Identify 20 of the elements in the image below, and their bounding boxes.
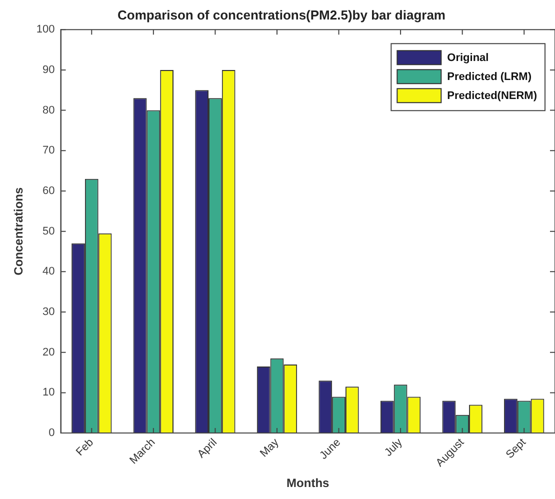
legend-label: Predicted(NERM) xyxy=(447,90,538,102)
x-axis-title: Months xyxy=(286,476,330,490)
y-tick-label: 30 xyxy=(42,306,55,318)
y-tick-label: 80 xyxy=(42,104,55,116)
chart-title: Comparison of concentrations(PM2.5)by bar diagram xyxy=(118,7,446,22)
y-tick-label: 40 xyxy=(42,266,55,278)
y-axis-title: Concentrations xyxy=(12,187,26,276)
y-tick-label: 70 xyxy=(42,144,55,157)
y-tick-label: 90 xyxy=(42,64,55,76)
x-tick-label: May xyxy=(258,436,282,460)
x-tick-label: July xyxy=(382,436,406,459)
y-tick-label: 0 xyxy=(48,427,55,440)
y-tick-label: 60 xyxy=(42,185,55,198)
y-tick-label: 20 xyxy=(42,346,55,358)
legend-label: Original xyxy=(447,52,489,64)
y-tick-label: 50 xyxy=(42,225,55,238)
y-tick-label: 10 xyxy=(42,386,55,399)
x-tick-label: Feb xyxy=(74,436,96,458)
legend-label: Predicted (LRM) xyxy=(447,71,532,84)
y-tick-label: 100 xyxy=(36,24,55,36)
